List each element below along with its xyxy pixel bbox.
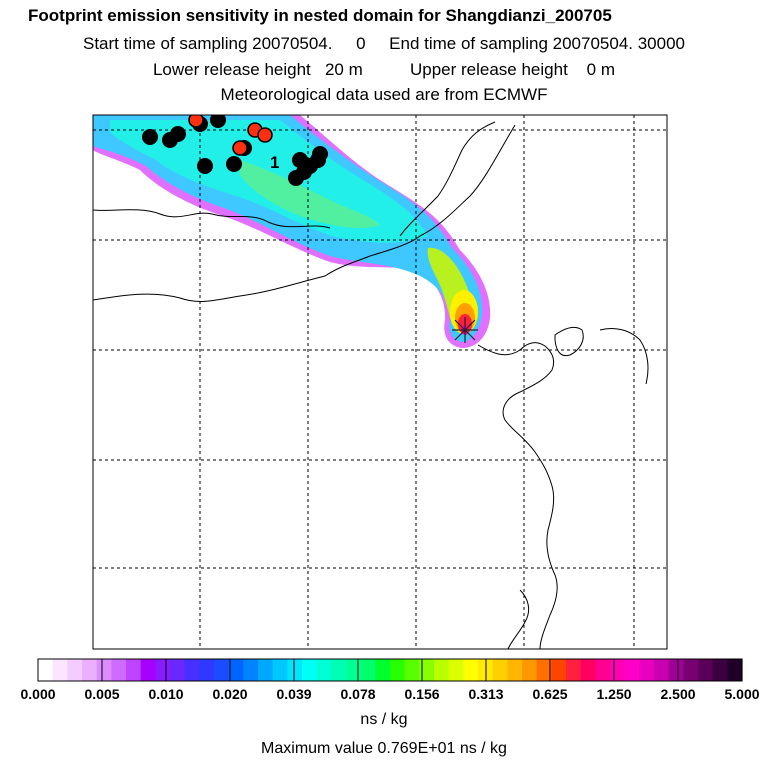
colorbar-cell xyxy=(580,659,596,681)
met-data-line: Meteorological data used are from ECMWF xyxy=(220,85,548,104)
colorbar-tick-label: 0.010 xyxy=(148,686,184,702)
colorbar-cell xyxy=(38,659,54,681)
colorbar-cell xyxy=(698,659,714,681)
colorbar-cell xyxy=(492,659,508,681)
colorbar-cell xyxy=(595,659,611,681)
cluster-dot xyxy=(170,126,186,142)
colorbar-cell xyxy=(331,659,347,681)
map-title: Footprint emission sensitivity in nested… xyxy=(28,6,612,25)
colorbar-cell xyxy=(522,659,538,681)
cluster-dot xyxy=(226,156,242,172)
colorbar-tick-label: 0.156 xyxy=(404,686,440,702)
colorbar-cell xyxy=(536,659,552,681)
cluster-label: 1 xyxy=(270,153,279,172)
colorbar-cell xyxy=(82,659,98,681)
colorbar-cell xyxy=(155,659,171,681)
colorbar-cell xyxy=(668,659,684,681)
colorbar-tick-label: 0.078 xyxy=(340,686,376,702)
colorbar-cell xyxy=(610,659,626,681)
cluster-dot xyxy=(312,146,328,162)
maximum-value: Maximum value 0.769E+01 ns / kg xyxy=(261,740,507,757)
colorbar-cell xyxy=(624,659,640,681)
cluster-dot xyxy=(210,115,226,128)
colorbar xyxy=(37,658,743,682)
colorbar-cell xyxy=(507,659,523,681)
colorbar-cell xyxy=(214,659,230,681)
colorbar-tick-label: 0.039 xyxy=(276,686,312,702)
colorbar-tick-label: 0.020 xyxy=(212,686,248,702)
colorbar-units: ns / kg xyxy=(360,711,408,728)
colorbar-cell xyxy=(184,659,200,681)
colorbar-cell xyxy=(463,659,479,681)
map-frame xyxy=(92,114,668,650)
colorbar-tick-label: 1.250 xyxy=(596,686,632,702)
colorbar-cell xyxy=(375,659,391,681)
colorbar-tick-label: 0.625 xyxy=(532,686,568,702)
colorbar-cell xyxy=(683,659,699,681)
colorbar-cell xyxy=(712,659,728,681)
colorbar-tick-label: 0.000 xyxy=(20,686,56,702)
colorbar-tick-label: 0.005 xyxy=(84,686,120,702)
colorbar-cell xyxy=(302,659,318,681)
colorbar-tick-label: 0.313 xyxy=(468,686,504,702)
colorbar-cell xyxy=(639,659,655,681)
colorbar-cell xyxy=(126,659,142,681)
colorbar-cell xyxy=(272,659,288,681)
cluster-dot xyxy=(142,129,158,145)
colorbar-cell xyxy=(551,659,567,681)
plume-mid xyxy=(240,160,380,229)
lat-lon-grid xyxy=(93,115,667,649)
colorbar-cell xyxy=(566,659,582,681)
colorbar-tick-label: 2.500 xyxy=(660,686,696,702)
colorbar-cell xyxy=(346,659,362,681)
colorbar-cell xyxy=(287,659,303,681)
colorbar-cell xyxy=(52,659,68,681)
colorbar-cell xyxy=(360,659,376,681)
colorbar-cell xyxy=(199,659,215,681)
colorbar-cell xyxy=(67,659,83,681)
release-height-line: Lower release height 20 m Upper release … xyxy=(152,60,616,79)
trajectory-clusters xyxy=(142,115,328,186)
colorbar-cell xyxy=(243,659,259,681)
coastlines xyxy=(93,121,649,649)
colorbar-cell xyxy=(111,659,127,681)
cluster-dot-red xyxy=(257,127,273,143)
colorbar-cell xyxy=(654,659,670,681)
colorbar-cell xyxy=(727,659,743,681)
colorbar-cell xyxy=(170,659,186,681)
cluster-dot xyxy=(288,170,304,186)
colorbar-cell xyxy=(140,659,156,681)
cluster-dot-red xyxy=(232,140,248,156)
colorbar-cell xyxy=(258,659,274,681)
colorbar-cell xyxy=(448,659,464,681)
colorbar-cell xyxy=(228,659,244,681)
cluster-dot xyxy=(197,158,213,174)
colorbar-cell xyxy=(404,659,420,681)
sampling-time-line: Start time of sampling 20070504. 0 End t… xyxy=(83,34,685,53)
footprint-map: 1 xyxy=(92,114,668,650)
colorbar-cell xyxy=(390,659,406,681)
colorbar-cell xyxy=(434,659,450,681)
colorbar-tick-label: 5.000 xyxy=(724,686,760,702)
colorbar-cell xyxy=(316,659,332,681)
colorbar-cell xyxy=(419,659,435,681)
release-site-marker xyxy=(452,317,478,343)
cluster-dot-red xyxy=(188,115,204,128)
colorbar-cell xyxy=(96,659,112,681)
